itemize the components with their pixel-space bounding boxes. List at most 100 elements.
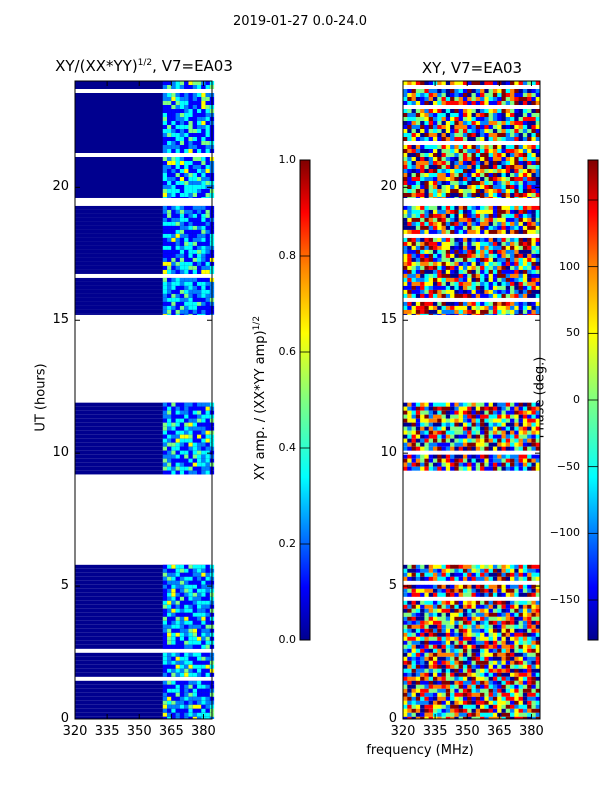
heatmap-cell bbox=[432, 229, 438, 234]
heatmap-cell bbox=[505, 688, 511, 693]
heatmap-cell bbox=[518, 636, 524, 641]
heatmap-cell bbox=[467, 305, 472, 310]
heatmap-cell bbox=[535, 173, 541, 177]
heatmap-cell bbox=[492, 177, 498, 181]
heatmap-cell bbox=[454, 125, 459, 129]
heatmap-cell bbox=[471, 117, 477, 121]
heatmap-cell bbox=[450, 161, 455, 165]
heatmap-cell bbox=[518, 652, 524, 657]
heatmap-cell bbox=[420, 145, 425, 149]
heatmap-cell bbox=[428, 604, 434, 609]
heatmap-row bbox=[75, 572, 212, 577]
heatmap-cell bbox=[522, 628, 528, 633]
heatmap-cell bbox=[535, 414, 541, 419]
heatmap-cell bbox=[527, 121, 532, 125]
heatmap-cell bbox=[407, 177, 412, 181]
heatmap-cell bbox=[441, 434, 447, 439]
heatmap-cell bbox=[411, 253, 417, 258]
heatmap-cell bbox=[197, 446, 202, 451]
heatmap-cell bbox=[467, 177, 472, 181]
heatmap-cell bbox=[531, 217, 537, 222]
heatmap-cell bbox=[167, 588, 172, 593]
heatmap-cell bbox=[420, 568, 425, 573]
heatmap-cell bbox=[462, 161, 468, 165]
heatmap-cell bbox=[411, 257, 417, 262]
heatmap-cell bbox=[428, 249, 434, 254]
heatmap-cell bbox=[510, 149, 515, 153]
heatmap-cell bbox=[458, 676, 464, 681]
heatmap-cell bbox=[505, 600, 511, 605]
heatmap-cell bbox=[488, 93, 494, 97]
heatmap-cell bbox=[171, 450, 176, 455]
heatmap-cell bbox=[480, 676, 485, 681]
heatmap-cell bbox=[462, 253, 468, 258]
heatmap-cell bbox=[184, 700, 189, 705]
heatmap-cell bbox=[475, 245, 481, 250]
heatmap-cell bbox=[505, 289, 511, 294]
heatmap-cell bbox=[437, 277, 442, 282]
heatmap-row bbox=[75, 141, 212, 145]
heatmap-cell bbox=[188, 189, 193, 193]
heatmap-cell bbox=[535, 572, 541, 577]
heatmap-cell bbox=[467, 129, 472, 133]
heatmap-cell bbox=[424, 644, 429, 649]
heatmap-cell bbox=[162, 704, 168, 709]
heatmap-cell bbox=[522, 584, 528, 589]
heatmap-cell bbox=[484, 660, 489, 665]
heatmap-cell bbox=[197, 632, 202, 637]
heatmap-cell bbox=[162, 181, 168, 185]
heatmap-cell bbox=[454, 109, 459, 113]
heatmap-cell bbox=[192, 612, 198, 617]
heatmap-cell bbox=[480, 189, 485, 193]
heatmap-cell bbox=[441, 257, 447, 262]
heatmap-cell bbox=[437, 700, 442, 705]
heatmap-cell bbox=[437, 133, 442, 137]
heatmap-cell bbox=[467, 81, 472, 85]
heatmap-cell bbox=[480, 414, 485, 419]
heatmap-cell bbox=[514, 161, 519, 165]
heatmap-cell bbox=[514, 414, 519, 419]
heatmap-cell bbox=[184, 604, 189, 609]
heatmap-cell bbox=[411, 301, 417, 306]
heatmap-cell bbox=[514, 632, 519, 637]
heatmap-cell bbox=[527, 688, 532, 693]
heatmap-cell bbox=[192, 117, 198, 121]
heatmap-row bbox=[75, 624, 212, 629]
heatmap-cell bbox=[522, 568, 528, 573]
heatmap-cell bbox=[467, 145, 472, 149]
heatmap-cell bbox=[192, 109, 198, 113]
heatmap-cell bbox=[484, 89, 489, 93]
heatmap-cell bbox=[518, 584, 524, 589]
heatmap-cell bbox=[497, 458, 502, 463]
heatmap-cell bbox=[411, 588, 417, 593]
heatmap-cell bbox=[197, 133, 202, 137]
heatmap-cell bbox=[162, 596, 168, 601]
heatmap-cell bbox=[531, 684, 537, 689]
heatmap-cell bbox=[445, 410, 451, 415]
heatmap-cell bbox=[428, 608, 434, 613]
heatmap-cell bbox=[514, 434, 519, 439]
heatmap-cell bbox=[501, 692, 507, 697]
heatmap-cell bbox=[184, 297, 189, 302]
heatmap-cell bbox=[527, 692, 532, 697]
heatmap-cell bbox=[188, 684, 193, 689]
heatmap-cell bbox=[531, 89, 537, 93]
heatmap-cell bbox=[445, 221, 451, 226]
heatmap-cell bbox=[467, 572, 472, 577]
heatmap-cell bbox=[403, 265, 408, 270]
heatmap-row bbox=[75, 580, 212, 585]
heatmap-cell bbox=[514, 237, 519, 242]
heatmap-cell bbox=[527, 137, 532, 141]
heatmap-cell bbox=[411, 462, 417, 467]
heatmap-cell bbox=[205, 229, 210, 234]
heatmap-cell bbox=[462, 572, 468, 577]
heatmap-cell bbox=[535, 616, 541, 621]
heatmap-cell bbox=[518, 249, 524, 254]
heatmap-cell bbox=[480, 652, 485, 657]
heatmap-cell bbox=[192, 181, 198, 185]
heatmap-cell bbox=[467, 458, 472, 463]
heatmap-cell bbox=[162, 644, 168, 649]
heatmap-cell bbox=[424, 205, 429, 210]
heatmap-cell bbox=[480, 109, 485, 113]
heatmap-cell bbox=[197, 125, 202, 129]
